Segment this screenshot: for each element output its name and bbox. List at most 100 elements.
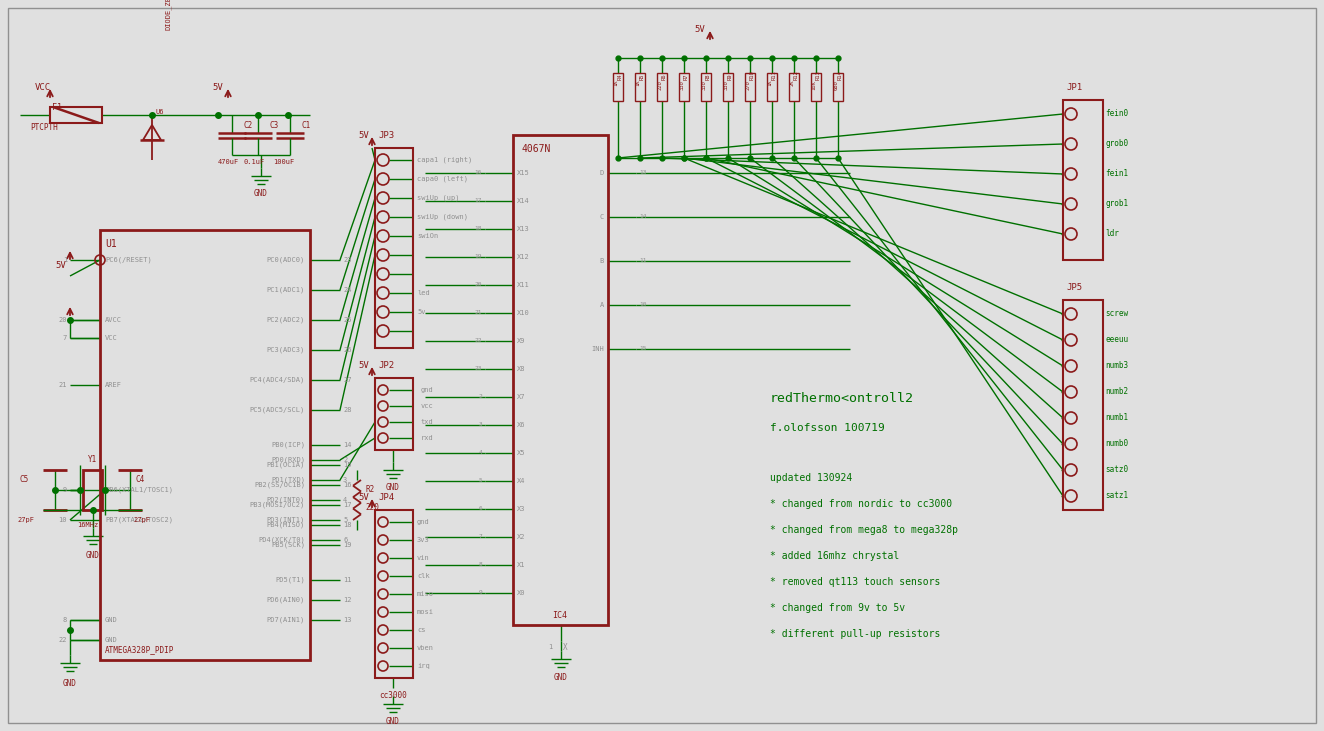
Text: 1: 1 xyxy=(548,644,552,650)
Text: PD1(TXD): PD1(TXD) xyxy=(271,477,305,483)
Text: 5V: 5V xyxy=(357,493,369,502)
Text: GND: GND xyxy=(387,718,400,727)
Text: X14: X14 xyxy=(516,198,530,204)
Text: F1: F1 xyxy=(52,104,62,113)
Text: clk: clk xyxy=(417,573,430,579)
Bar xyxy=(767,73,777,101)
Text: 3v3: 3v3 xyxy=(417,537,430,543)
Text: B: B xyxy=(600,258,604,264)
Text: 330: 330 xyxy=(702,80,707,90)
Text: 25: 25 xyxy=(343,317,351,323)
Text: PD0(RXD): PD0(RXD) xyxy=(271,457,305,463)
Text: 5: 5 xyxy=(343,517,347,523)
Text: fein0: fein0 xyxy=(1106,110,1128,118)
Text: vcc: vcc xyxy=(421,403,434,409)
Text: PD3(INT1): PD3(INT1) xyxy=(266,517,305,523)
Text: PC0(ADC0): PC0(ADC0) xyxy=(266,257,305,263)
Text: 2: 2 xyxy=(343,457,347,463)
Text: 20: 20 xyxy=(58,317,68,323)
Text: * removed qt113 touch sensors: * removed qt113 touch sensors xyxy=(771,577,940,587)
Text: 7: 7 xyxy=(478,534,482,539)
Text: X15: X15 xyxy=(516,170,530,176)
Text: 10: 10 xyxy=(639,303,646,308)
Text: R14: R14 xyxy=(838,70,842,80)
Text: 5V: 5V xyxy=(357,362,369,371)
Text: 17: 17 xyxy=(343,502,351,508)
Text: VCC: VCC xyxy=(34,83,52,91)
Text: C5: C5 xyxy=(20,475,29,485)
Text: GND: GND xyxy=(86,550,99,559)
Text: PC4(ADC4/SDA): PC4(ADC4/SDA) xyxy=(250,376,305,383)
Text: 6: 6 xyxy=(478,507,482,512)
Text: X12: X12 xyxy=(516,254,530,260)
Text: PD2(INT0): PD2(INT0) xyxy=(266,497,305,503)
Text: DIODE_ZENERPTH: DIODE_ZENERPTH xyxy=(166,0,172,30)
Text: PB7(XTAL2/TOSC2): PB7(XTAL2/TOSC2) xyxy=(105,517,173,523)
Text: PC1(ADC1): PC1(ADC1) xyxy=(266,287,305,293)
Text: 24: 24 xyxy=(343,287,351,293)
Text: R6: R6 xyxy=(662,74,666,80)
Text: 5V: 5V xyxy=(212,83,222,91)
Text: R5: R5 xyxy=(639,74,645,80)
Text: 1K: 1K xyxy=(636,80,641,86)
Text: 21: 21 xyxy=(474,311,482,316)
Text: 5V: 5V xyxy=(357,131,369,140)
Text: 5V: 5V xyxy=(56,260,66,270)
Text: 20: 20 xyxy=(474,282,482,287)
Text: R13: R13 xyxy=(816,70,821,80)
Text: 10: 10 xyxy=(58,517,68,523)
Bar xyxy=(789,73,798,101)
Text: satz1: satz1 xyxy=(1106,491,1128,501)
Text: R2: R2 xyxy=(365,485,375,494)
Text: AREF: AREF xyxy=(105,382,122,388)
Text: numb3: numb3 xyxy=(1106,362,1128,371)
Text: X9: X9 xyxy=(516,338,526,344)
Text: numb2: numb2 xyxy=(1106,387,1128,396)
Text: X11: X11 xyxy=(516,282,530,288)
Bar xyxy=(636,73,645,101)
Text: GND: GND xyxy=(553,673,568,681)
Text: X1: X1 xyxy=(516,562,526,568)
Text: AVCC: AVCC xyxy=(105,317,122,323)
Text: 5v: 5v xyxy=(417,309,425,315)
Text: PD7(AIN1): PD7(AIN1) xyxy=(266,617,305,624)
Text: A: A xyxy=(600,302,604,308)
Text: R4: R4 xyxy=(617,74,622,80)
Text: PC3(ADC3): PC3(ADC3) xyxy=(266,346,305,353)
Text: R10: R10 xyxy=(749,70,755,80)
Bar xyxy=(375,148,413,348)
Text: 4: 4 xyxy=(343,497,347,503)
Text: 9: 9 xyxy=(62,487,68,493)
Bar xyxy=(745,73,755,101)
Text: vin: vin xyxy=(417,555,430,561)
Text: 470uF: 470uF xyxy=(218,159,240,165)
Text: 11: 11 xyxy=(343,577,351,583)
Text: numb0: numb0 xyxy=(1106,439,1128,449)
Text: INH: INH xyxy=(592,346,604,352)
Text: 14: 14 xyxy=(343,442,351,448)
Text: PC6(/RESET): PC6(/RESET) xyxy=(105,257,152,263)
Bar xyxy=(679,73,688,101)
Text: 2: 2 xyxy=(478,395,482,400)
Text: PB2(SS/OC1B): PB2(SS/OC1B) xyxy=(254,482,305,488)
Text: 15: 15 xyxy=(343,462,351,468)
Text: capa1 (right): capa1 (right) xyxy=(417,156,473,163)
Text: PB6(XTAL1/TOSC1): PB6(XTAL1/TOSC1) xyxy=(105,487,173,493)
Text: GND: GND xyxy=(105,617,118,623)
Text: 22: 22 xyxy=(474,338,482,344)
Text: 12: 12 xyxy=(343,597,351,603)
Text: 1K: 1K xyxy=(613,80,618,86)
Text: X: X xyxy=(563,643,567,651)
Bar xyxy=(101,230,310,660)
Text: U6: U6 xyxy=(155,109,163,115)
Text: D: D xyxy=(600,170,604,176)
Text: * changed from 9v to 5v: * changed from 9v to 5v xyxy=(771,603,906,613)
Bar xyxy=(50,107,102,123)
Text: X2: X2 xyxy=(516,534,526,540)
Text: JP5: JP5 xyxy=(1066,284,1082,292)
Text: PB3(MOSI/OC2): PB3(MOSI/OC2) xyxy=(250,501,305,508)
Text: U1: U1 xyxy=(105,239,117,249)
Text: R8: R8 xyxy=(706,74,711,80)
Text: X4: X4 xyxy=(516,478,526,484)
Text: C2: C2 xyxy=(244,121,253,129)
